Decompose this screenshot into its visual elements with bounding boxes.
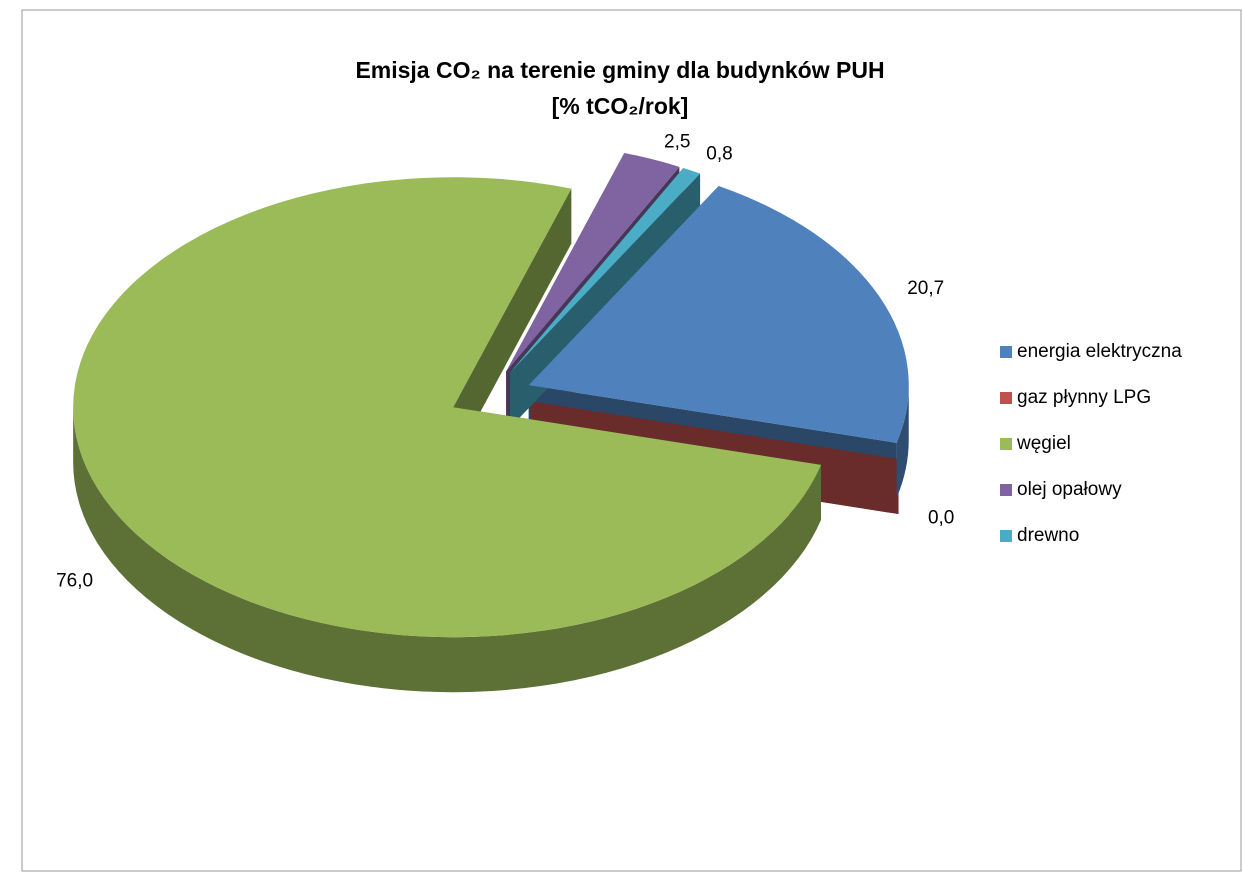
pie-tops xyxy=(73,152,909,638)
slice-edge xyxy=(73,407,822,693)
legend-label: energia elektryczna xyxy=(1017,341,1182,362)
chart-title: Emisja CO₂ na terenie gminy dla budynków… xyxy=(355,57,884,83)
data-label: 76,0 xyxy=(56,570,93,591)
slice xyxy=(73,177,822,638)
data-label: 0,8 xyxy=(706,144,732,165)
legend-swatch xyxy=(1000,346,1012,358)
legend-swatch xyxy=(1000,484,1012,496)
slice-edge xyxy=(896,385,909,498)
legend-swatch xyxy=(1000,392,1012,404)
pie-bands xyxy=(73,385,909,693)
legend-swatch xyxy=(1000,530,1012,542)
slice-side xyxy=(453,188,572,463)
legend-label: drewno xyxy=(1017,525,1079,546)
legend-label: gaz płynny LPG xyxy=(1017,387,1151,408)
data-label: 0,0 xyxy=(928,508,954,529)
legend: energia elektryczna gaz płynny LPG węgiel o… xyxy=(1000,341,1182,546)
data-label: 20,7 xyxy=(907,278,944,299)
slice xyxy=(510,167,701,373)
data-label: 2,5 xyxy=(664,131,690,152)
slice xyxy=(528,185,909,443)
legend-label: węgiel xyxy=(1016,433,1071,454)
chart-subtitle: [% tCO₂/rok] xyxy=(552,93,689,119)
data-labels: 20,7 0,0 76,0 2,5 0,8 xyxy=(56,131,954,591)
legend-label: olej opałowy xyxy=(1017,479,1122,500)
slice xyxy=(506,152,680,372)
legend-swatch xyxy=(1000,438,1012,450)
